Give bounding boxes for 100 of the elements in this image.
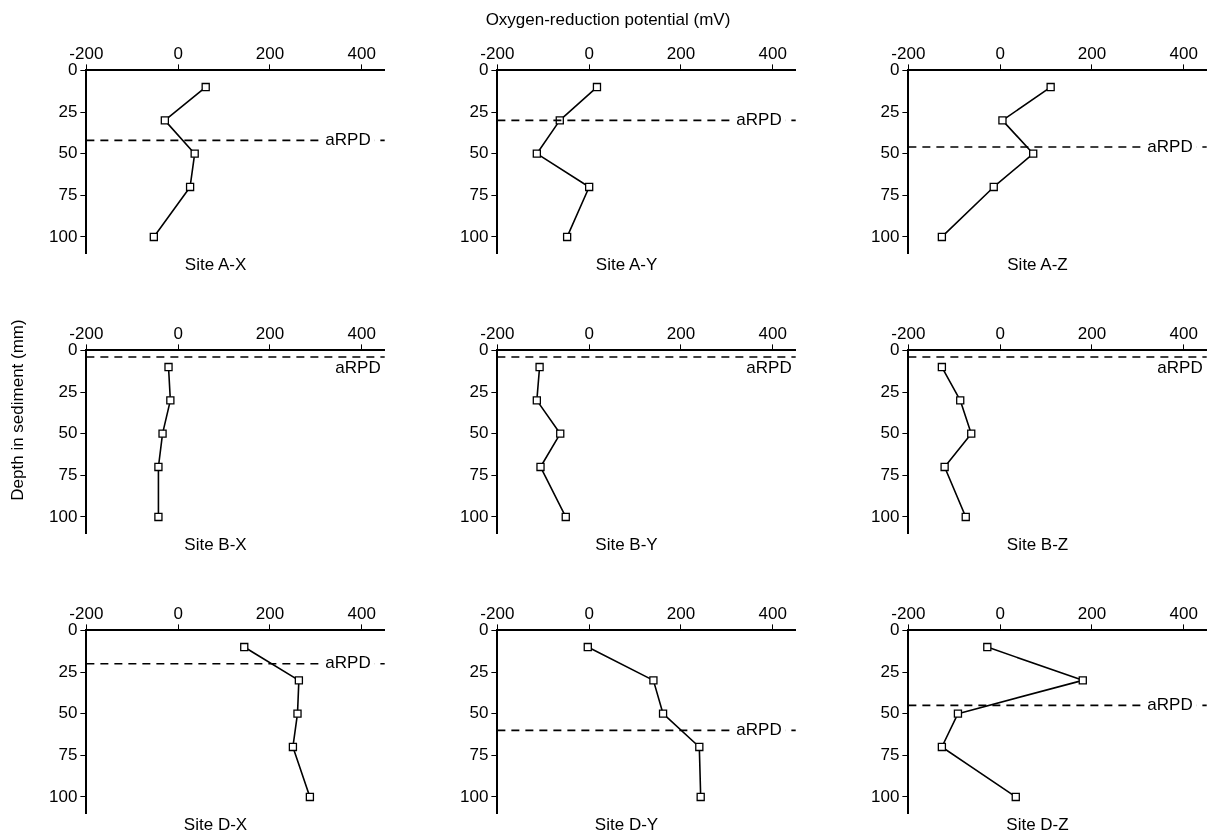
point	[532, 149, 542, 158]
point	[149, 232, 159, 242]
point	[305, 792, 315, 802]
y-tick-label: 50	[880, 143, 900, 163]
point	[584, 182, 594, 192]
y-tick-label: 0	[889, 340, 900, 360]
text: Site D-X	[183, 815, 248, 835]
text: Site A-Y	[595, 255, 658, 275]
point	[937, 742, 947, 752]
y-tick-label: 50	[469, 703, 489, 723]
x-tick-label: 400	[1169, 43, 1198, 63]
y-tick-label: 75	[469, 745, 489, 764]
point	[154, 462, 163, 472]
point	[556, 429, 565, 438]
point	[695, 742, 704, 752]
x-tick-label: 200	[666, 43, 696, 63]
x-tick-label: 0	[995, 323, 1005, 343]
point	[658, 709, 668, 718]
point	[294, 676, 304, 685]
x-tick-label: 200	[1077, 323, 1107, 343]
y-tick-label: 25	[880, 381, 900, 401]
y-tick-label: 25	[469, 101, 489, 121]
y-tick-label: 25	[58, 381, 78, 401]
y-tick-label: 25	[469, 661, 489, 681]
x-tick-label: -200	[480, 43, 515, 63]
y-tick-label: 100	[48, 786, 78, 806]
x-tick-label: 0	[584, 43, 594, 63]
y-tick-label: 0	[67, 60, 78, 80]
y-tick-label: 50	[58, 423, 78, 443]
point	[1011, 792, 1020, 802]
y-tick-label: 50	[469, 423, 489, 443]
point	[989, 182, 998, 192]
x-tick-label: 0	[995, 43, 1005, 63]
y-tick-label: 25	[880, 661, 900, 681]
y-tick-label: 75	[58, 465, 78, 484]
y-tick-label: 50	[58, 703, 78, 723]
x-tick-label: -200	[480, 603, 515, 623]
point	[536, 462, 545, 472]
x-tick-label: 200	[1077, 603, 1107, 623]
y-tick-label: 100	[459, 786, 489, 806]
point	[592, 82, 602, 92]
y-tick-label: 0	[478, 60, 489, 80]
x-tick-label: 0	[995, 603, 1005, 623]
x-tick-label: 200	[1077, 43, 1107, 63]
y-tick-label: 100	[459, 506, 489, 526]
x-tick-label: -200	[480, 323, 515, 343]
x-tick-label: 400	[1169, 323, 1198, 343]
x-tick-label: 0	[173, 43, 183, 63]
point	[998, 116, 1007, 125]
point	[561, 512, 570, 522]
point	[937, 232, 947, 242]
y-tick-label: 0	[67, 340, 78, 360]
text: Site B-Z	[1006, 535, 1069, 555]
x-tick-label: 200	[255, 43, 285, 63]
x-tick-label: 200	[666, 603, 696, 623]
x-tick-label: 400	[1169, 603, 1198, 623]
x-tick-label: 0	[173, 323, 183, 343]
point	[562, 232, 572, 242]
y-tick-label: 0	[478, 340, 489, 360]
point	[1029, 149, 1038, 158]
point	[288, 742, 298, 752]
y-tick-label: 50	[880, 703, 900, 723]
ref-line-label: aRPD	[1157, 358, 1203, 378]
y-tick-label: 100	[870, 226, 900, 246]
text: Site A-Z	[1007, 255, 1068, 275]
y-tick-label: 0	[478, 620, 489, 640]
y-tick-label: 25	[58, 101, 78, 121]
x-tick-label: -200	[69, 43, 104, 63]
y-tick-label: 50	[58, 143, 78, 163]
x-tick-label: 400	[758, 603, 787, 623]
x-tick-label: -200	[891, 43, 926, 63]
point	[164, 362, 173, 372]
y-tick-label: 25	[58, 661, 78, 681]
x-tick-label: 200	[666, 323, 696, 343]
point	[967, 429, 976, 438]
x-tick-label: 400	[347, 43, 376, 63]
point	[940, 462, 949, 472]
point	[293, 709, 302, 718]
point	[649, 676, 658, 685]
ref-line-label: aRPD	[736, 720, 782, 740]
point	[190, 149, 199, 158]
ref-line-label: aRPD	[746, 358, 792, 378]
x-tick-label: 400	[758, 323, 787, 343]
x-tick-label: 200	[255, 603, 285, 623]
x-tick-label: -200	[891, 323, 926, 343]
x-tick-label: -200	[69, 603, 104, 623]
x-tick-label: 200	[255, 323, 285, 343]
x-tick-label: 0	[584, 603, 594, 623]
point	[956, 396, 965, 405]
point	[240, 642, 249, 652]
y-tick-label: 100	[870, 506, 900, 526]
x-tick-label: 400	[347, 603, 376, 623]
point	[953, 709, 963, 718]
y-tick-label: 75	[58, 185, 78, 204]
point	[1046, 82, 1055, 92]
y-tick-label: 75	[880, 465, 900, 484]
point	[1078, 676, 1087, 685]
text: Site B-Y	[595, 535, 658, 555]
y-tick-label: 100	[870, 786, 900, 806]
y-tick-label: 75	[469, 185, 489, 204]
